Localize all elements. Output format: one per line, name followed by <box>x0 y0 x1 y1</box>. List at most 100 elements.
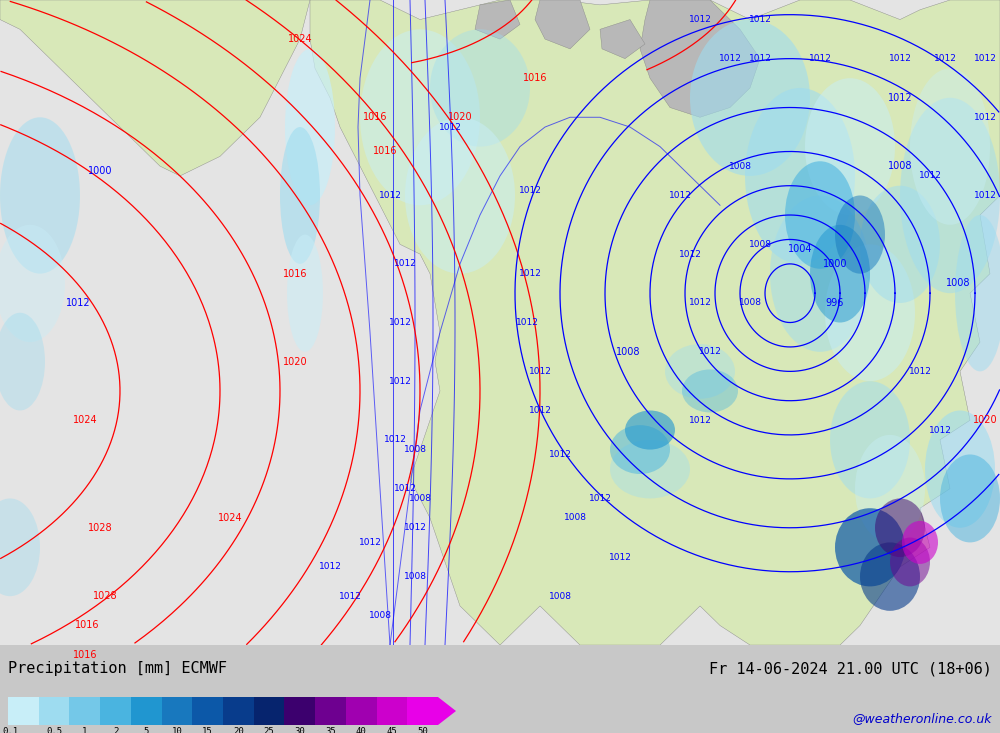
Text: 1012: 1012 <box>404 523 426 532</box>
Text: 1012: 1012 <box>394 485 416 493</box>
Text: 1008: 1008 <box>409 494 432 503</box>
Ellipse shape <box>860 185 940 303</box>
Ellipse shape <box>900 97 1000 293</box>
Ellipse shape <box>955 215 1000 372</box>
Text: 2: 2 <box>113 727 118 733</box>
Polygon shape <box>310 0 1000 645</box>
Text: 15: 15 <box>202 727 213 733</box>
Text: 1024: 1024 <box>73 416 97 425</box>
Text: 1008: 1008 <box>946 279 970 288</box>
Text: 1012: 1012 <box>929 426 951 435</box>
Bar <box>223 697 254 725</box>
Text: 1012: 1012 <box>809 54 831 63</box>
Text: 1012: 1012 <box>384 435 406 444</box>
Text: 1012: 1012 <box>359 538 381 547</box>
Ellipse shape <box>810 225 870 323</box>
Text: 1008: 1008 <box>404 572 426 581</box>
Text: 1: 1 <box>82 727 87 733</box>
Text: 1012: 1012 <box>974 54 996 63</box>
Text: 1012: 1012 <box>974 113 996 122</box>
Text: 25: 25 <box>264 727 274 733</box>
Ellipse shape <box>682 369 738 413</box>
Polygon shape <box>640 0 760 117</box>
Ellipse shape <box>360 29 480 205</box>
Text: 1012: 1012 <box>749 15 771 24</box>
Text: 1016: 1016 <box>75 621 99 630</box>
Text: 1008: 1008 <box>616 347 640 357</box>
Ellipse shape <box>860 542 920 611</box>
Text: 1012: 1012 <box>689 15 711 24</box>
Text: 0.1: 0.1 <box>2 727 18 733</box>
Polygon shape <box>475 0 520 39</box>
Ellipse shape <box>405 117 515 273</box>
Text: 1012: 1012 <box>549 450 571 459</box>
Ellipse shape <box>625 410 675 449</box>
Text: 1012: 1012 <box>689 298 711 307</box>
Bar <box>315 697 346 725</box>
Polygon shape <box>535 0 590 49</box>
Ellipse shape <box>280 127 320 264</box>
Ellipse shape <box>805 78 895 215</box>
Ellipse shape <box>910 68 990 225</box>
Text: 1020: 1020 <box>283 357 307 366</box>
Text: 10: 10 <box>172 727 182 733</box>
Text: 1016: 1016 <box>373 147 397 156</box>
Ellipse shape <box>835 196 885 273</box>
Ellipse shape <box>0 117 80 273</box>
Ellipse shape <box>0 498 40 596</box>
Text: 1016: 1016 <box>283 269 307 279</box>
Text: 1012: 1012 <box>339 592 361 600</box>
Text: 1012: 1012 <box>919 172 941 180</box>
Text: 1008: 1008 <box>728 162 752 171</box>
Polygon shape <box>0 0 310 176</box>
Bar <box>346 697 377 725</box>
Text: 1008: 1008 <box>368 611 392 620</box>
Ellipse shape <box>690 20 810 176</box>
Polygon shape <box>438 697 456 725</box>
Ellipse shape <box>0 225 65 342</box>
Ellipse shape <box>902 521 938 564</box>
Text: 1000: 1000 <box>88 166 112 176</box>
Text: 1012: 1012 <box>609 553 631 561</box>
Bar <box>284 697 315 725</box>
Text: 45: 45 <box>387 727 397 733</box>
Text: 1012: 1012 <box>529 406 551 415</box>
Ellipse shape <box>785 161 855 269</box>
Text: 1012: 1012 <box>669 191 691 200</box>
Ellipse shape <box>825 244 915 381</box>
Text: 1012: 1012 <box>389 318 411 327</box>
Text: 1016: 1016 <box>363 112 387 122</box>
Text: 996: 996 <box>826 298 844 308</box>
Text: 1012: 1012 <box>519 186 541 195</box>
Text: 1008: 1008 <box>404 445 426 454</box>
Text: 1020: 1020 <box>973 416 997 425</box>
Text: 40: 40 <box>356 727 367 733</box>
Text: 1012: 1012 <box>679 250 701 259</box>
Text: 1012: 1012 <box>389 377 411 386</box>
Ellipse shape <box>925 410 995 528</box>
Text: 1008: 1008 <box>888 161 912 171</box>
Ellipse shape <box>875 498 925 557</box>
Text: 1012: 1012 <box>319 562 341 571</box>
Bar <box>254 697 284 725</box>
Text: 1028: 1028 <box>93 592 117 601</box>
Text: 1024: 1024 <box>218 513 242 523</box>
Ellipse shape <box>940 454 1000 542</box>
Text: 1004: 1004 <box>788 244 812 254</box>
Ellipse shape <box>745 88 855 264</box>
Text: 1012: 1012 <box>519 269 541 278</box>
Polygon shape <box>600 20 645 59</box>
Text: 1012: 1012 <box>379 191 401 200</box>
Text: 1008: 1008 <box>748 240 772 248</box>
Text: 1016: 1016 <box>523 73 547 83</box>
Text: 1000: 1000 <box>823 259 847 269</box>
Ellipse shape <box>835 508 905 586</box>
Text: 1012: 1012 <box>909 367 931 376</box>
Text: 1012: 1012 <box>529 367 551 376</box>
Text: 5: 5 <box>144 727 149 733</box>
Bar <box>69 697 100 725</box>
Bar <box>377 697 407 725</box>
Ellipse shape <box>855 435 925 542</box>
Text: 1008: 1008 <box>738 298 762 307</box>
Text: 1012: 1012 <box>66 298 90 308</box>
